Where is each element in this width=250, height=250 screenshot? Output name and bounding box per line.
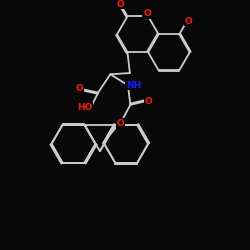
Text: O: O — [117, 119, 124, 128]
Text: O: O — [143, 10, 151, 18]
Text: O: O — [116, 0, 124, 8]
Text: O: O — [184, 17, 192, 26]
Text: HO: HO — [77, 103, 92, 112]
Text: NH: NH — [126, 81, 141, 90]
Text: O: O — [75, 84, 83, 94]
Text: O: O — [144, 96, 152, 106]
